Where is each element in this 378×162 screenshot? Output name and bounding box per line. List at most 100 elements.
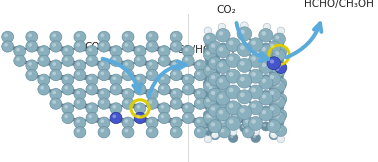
Circle shape (51, 40, 60, 49)
Circle shape (210, 52, 220, 61)
Circle shape (112, 86, 116, 90)
Circle shape (220, 25, 222, 27)
Circle shape (28, 72, 32, 75)
Circle shape (259, 107, 273, 121)
Circle shape (253, 130, 256, 132)
Circle shape (210, 115, 220, 124)
Circle shape (216, 92, 230, 105)
Circle shape (237, 74, 252, 88)
Circle shape (228, 118, 238, 127)
Circle shape (274, 87, 284, 96)
Circle shape (276, 73, 279, 75)
Circle shape (14, 55, 26, 66)
Circle shape (101, 62, 104, 66)
Circle shape (64, 115, 68, 118)
Circle shape (86, 46, 98, 57)
Circle shape (50, 60, 62, 71)
Circle shape (233, 115, 237, 118)
Circle shape (86, 74, 98, 86)
Circle shape (267, 120, 281, 133)
Circle shape (62, 46, 74, 57)
Circle shape (194, 88, 206, 100)
Circle shape (149, 119, 152, 123)
Circle shape (267, 57, 281, 70)
Circle shape (62, 55, 74, 66)
Circle shape (124, 43, 128, 47)
Circle shape (242, 117, 254, 128)
Circle shape (146, 60, 158, 71)
Circle shape (16, 48, 20, 52)
Circle shape (240, 92, 249, 101)
Circle shape (203, 112, 216, 124)
Circle shape (134, 84, 146, 95)
Circle shape (185, 57, 189, 61)
Circle shape (101, 34, 104, 37)
Circle shape (203, 95, 213, 104)
Circle shape (148, 121, 156, 129)
Circle shape (74, 127, 86, 138)
Circle shape (237, 27, 252, 41)
Circle shape (124, 129, 128, 133)
Circle shape (269, 68, 279, 77)
Circle shape (251, 133, 260, 143)
Circle shape (275, 35, 279, 39)
Circle shape (98, 41, 110, 52)
Circle shape (194, 69, 206, 81)
Circle shape (275, 109, 287, 121)
Circle shape (251, 86, 260, 95)
Circle shape (101, 122, 104, 125)
Circle shape (275, 83, 279, 87)
Circle shape (277, 64, 281, 68)
Circle shape (182, 55, 194, 66)
Circle shape (229, 56, 234, 61)
Circle shape (182, 74, 194, 86)
Circle shape (40, 48, 44, 52)
Circle shape (170, 31, 182, 43)
Circle shape (209, 76, 212, 80)
Circle shape (76, 119, 80, 123)
Circle shape (172, 121, 181, 129)
Circle shape (112, 76, 116, 80)
Circle shape (273, 64, 285, 77)
Circle shape (124, 62, 128, 66)
Circle shape (136, 57, 140, 61)
Circle shape (251, 118, 260, 127)
Circle shape (158, 103, 170, 114)
Circle shape (203, 80, 216, 93)
Circle shape (88, 57, 92, 61)
Circle shape (134, 103, 146, 114)
Circle shape (170, 69, 182, 81)
Circle shape (210, 131, 220, 140)
Circle shape (203, 33, 216, 45)
Circle shape (259, 60, 273, 74)
Circle shape (185, 105, 189, 109)
Circle shape (76, 40, 84, 49)
Circle shape (271, 101, 274, 104)
Circle shape (277, 49, 281, 52)
Circle shape (205, 81, 208, 84)
Circle shape (76, 72, 80, 75)
Circle shape (149, 43, 152, 47)
Circle shape (203, 49, 216, 61)
Circle shape (197, 119, 200, 123)
Circle shape (74, 31, 86, 43)
Circle shape (182, 112, 194, 124)
Circle shape (203, 63, 213, 72)
Circle shape (270, 107, 274, 111)
Text: CO₂: CO₂ (84, 42, 104, 52)
Circle shape (207, 41, 210, 44)
Text: CO/HCOOH: CO/HCOOH (176, 46, 234, 55)
Circle shape (150, 122, 152, 125)
Circle shape (203, 96, 216, 108)
Circle shape (197, 91, 200, 94)
Circle shape (185, 115, 189, 118)
Circle shape (173, 129, 177, 133)
Text: HCHO/CH₃OH: HCHO/CH₃OH (304, 0, 373, 9)
Circle shape (208, 57, 222, 70)
Circle shape (251, 88, 256, 92)
Circle shape (182, 103, 194, 114)
Circle shape (158, 46, 170, 57)
Circle shape (271, 54, 274, 57)
Circle shape (216, 29, 230, 42)
Circle shape (226, 101, 240, 115)
